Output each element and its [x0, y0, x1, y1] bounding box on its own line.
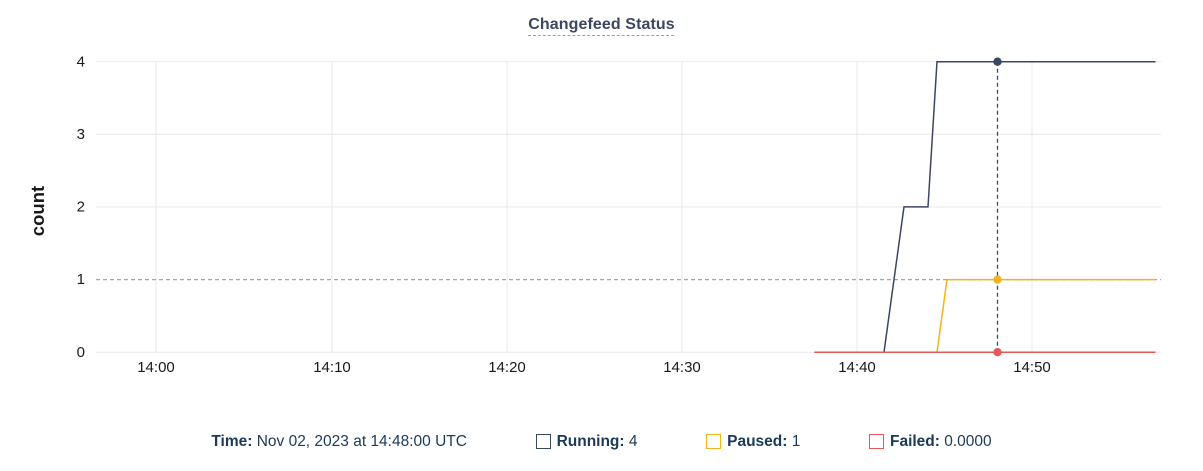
svg-text:14:10: 14:10: [313, 359, 351, 376]
svg-text:14:50: 14:50: [1013, 359, 1051, 376]
svg-text:14:30: 14:30: [663, 359, 701, 376]
svg-text:3: 3: [77, 126, 85, 143]
svg-text:14:40: 14:40: [838, 359, 876, 376]
svg-text:1: 1: [77, 271, 85, 288]
svg-text:4: 4: [77, 54, 85, 71]
svg-text:14:00: 14:00: [137, 359, 175, 376]
svg-text:2: 2: [77, 199, 85, 216]
svg-text:14:20: 14:20: [488, 359, 526, 376]
svg-text:0: 0: [77, 344, 85, 361]
svg-text:count: count: [27, 186, 48, 236]
